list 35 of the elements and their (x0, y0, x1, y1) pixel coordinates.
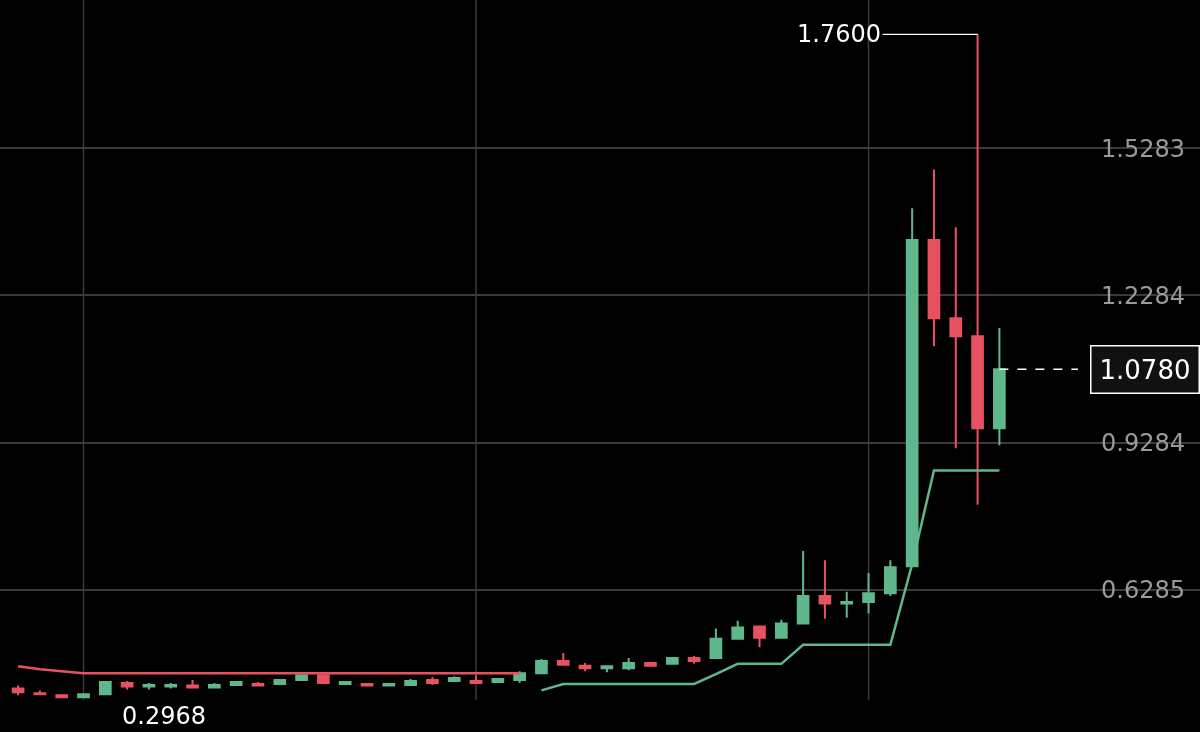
candlestick (644, 661, 657, 668)
annotation: 1.7600 (797, 20, 881, 48)
candlestick (535, 657, 548, 676)
candlestick (273, 678, 287, 686)
candlestick (796, 549, 810, 626)
candlestick (295, 673, 308, 683)
text: 0.2968 (122, 702, 206, 730)
y-tick-label: 0.9284 (1101, 429, 1185, 458)
y-tick-label: 0.6285 (1101, 576, 1185, 605)
candlestick (949, 226, 963, 450)
candlestick (818, 559, 832, 620)
candlestick (927, 168, 941, 348)
candlestick (971, 33, 984, 506)
candlestick (11, 684, 25, 697)
candlestick (709, 627, 723, 660)
candlestick (665, 655, 679, 666)
candlestick (993, 327, 1006, 447)
y-tick-label: 1.2284 (1101, 281, 1185, 310)
candlestick (77, 692, 90, 699)
candlestick (186, 679, 199, 689)
candlestick (840, 590, 854, 619)
ref-line-label: 1.0780 (1099, 354, 1191, 385)
candlestick (426, 676, 439, 686)
candlestick (731, 619, 745, 641)
candlestick (229, 680, 243, 686)
candlestick (884, 559, 897, 598)
candlestick (404, 678, 417, 687)
y-tick-label: 1.5283 (1101, 134, 1185, 163)
candlestick (862, 572, 875, 615)
candlestick (774, 618, 788, 640)
candlestick (622, 656, 636, 672)
candlestick (98, 680, 112, 697)
candlestick (447, 675, 461, 683)
candlestick (753, 625, 766, 649)
candlestick (556, 652, 570, 666)
